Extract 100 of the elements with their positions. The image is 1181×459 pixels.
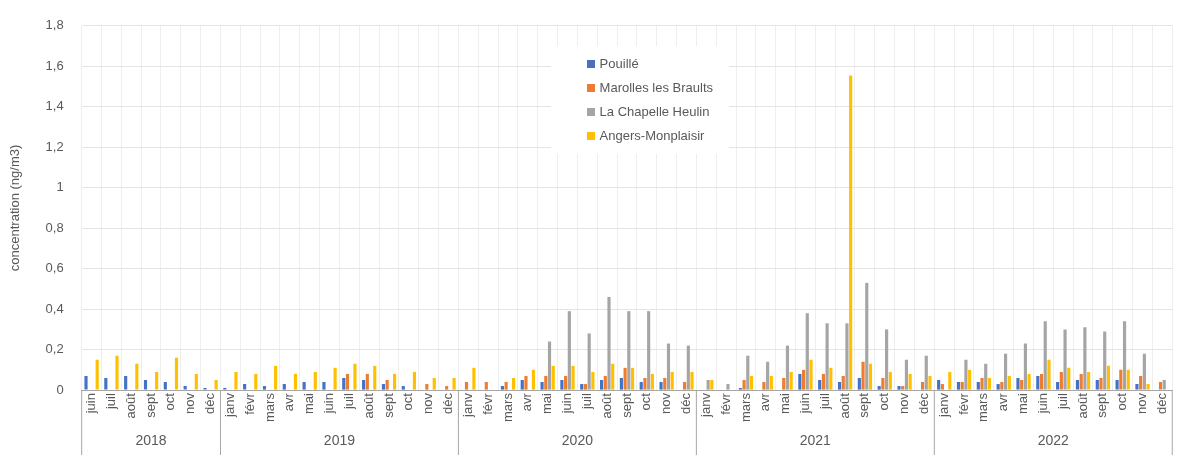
bar <box>282 384 286 390</box>
bar <box>135 363 139 390</box>
bar <box>551 365 555 390</box>
bar <box>762 382 766 390</box>
x-tick-label: juil <box>816 393 832 411</box>
text: 2019 <box>323 431 356 448</box>
y-tick-label: 1 <box>56 179 64 195</box>
bar <box>908 373 912 390</box>
bar <box>742 379 746 390</box>
bar <box>342 377 346 390</box>
bar <box>393 373 397 390</box>
y-tick-label: 0,2 <box>45 341 64 357</box>
x-tick-label: mai <box>1015 393 1031 415</box>
x-tick-label: juin <box>797 393 812 415</box>
x-tick-label: sept <box>618 392 634 418</box>
bar <box>987 377 992 390</box>
bar <box>611 363 615 390</box>
bar <box>937 379 941 390</box>
x-tick-label: juin <box>559 393 575 415</box>
bar <box>1000 382 1004 390</box>
legend-label: La Chapelle Heulin <box>599 102 710 121</box>
x-tick-label: avr <box>995 392 1011 412</box>
x-tick-label: juil <box>102 393 118 411</box>
x-tick-label: févr <box>717 392 733 415</box>
bar <box>322 382 326 390</box>
bar <box>798 373 802 390</box>
bar <box>115 355 119 390</box>
bar <box>920 382 925 390</box>
bar <box>504 382 508 390</box>
bar <box>861 361 865 390</box>
bar <box>500 386 504 390</box>
bar <box>452 377 456 390</box>
bar <box>928 375 932 390</box>
bar <box>381 384 386 390</box>
bar <box>1106 365 1111 390</box>
bar <box>940 384 944 390</box>
bar <box>996 384 1000 390</box>
bar <box>564 375 568 390</box>
legend-label: Angers-Monplaisir <box>599 126 705 145</box>
bar <box>531 369 535 390</box>
bar <box>571 365 575 390</box>
y-tick-label: 0,8 <box>45 219 64 235</box>
x-tick-label: avr <box>519 392 535 412</box>
x-tick-label: août <box>360 392 376 419</box>
bar <box>901 386 905 390</box>
bar <box>683 382 687 390</box>
bar <box>659 382 663 390</box>
bar <box>591 371 595 390</box>
x-tick-label: févr <box>241 392 257 415</box>
bar <box>809 359 813 390</box>
bar <box>841 375 845 390</box>
bar <box>183 386 187 390</box>
bar <box>650 373 654 390</box>
x-tick-label: nov <box>182 392 198 415</box>
bar <box>365 373 369 390</box>
y-tick-label: 1,4 <box>45 98 64 114</box>
y-tick-label: 0 <box>56 381 64 397</box>
x-tick-label: sept <box>856 392 872 418</box>
bar <box>818 379 822 390</box>
x-tick-label: janv <box>697 392 713 418</box>
x-tick-label: nov <box>658 392 674 415</box>
bar <box>1039 373 1044 390</box>
bar <box>124 375 128 390</box>
bar <box>782 377 786 390</box>
bar <box>1139 375 1143 390</box>
legend-label: Marolles les Braults <box>599 78 714 97</box>
text: 2020 <box>561 431 594 448</box>
bar <box>857 377 861 390</box>
bar <box>868 363 873 390</box>
bar <box>302 382 306 390</box>
text: 2022 <box>1037 431 1070 448</box>
x-tick-label: mars <box>499 392 515 422</box>
y-tick-label: 1,6 <box>45 57 64 73</box>
x-tick-label: août <box>836 392 852 419</box>
x-tick-label: juil <box>340 393 356 411</box>
y-tick-label: 1,8 <box>45 17 64 33</box>
bar <box>1020 379 1024 390</box>
x-tick-label: janv <box>221 392 237 418</box>
bar <box>801 369 806 390</box>
bar <box>425 384 429 390</box>
x-tick-label: oct <box>400 392 416 411</box>
bar <box>639 382 643 390</box>
bar <box>1036 375 1040 390</box>
bar <box>769 375 773 390</box>
x-tick-label: nov <box>1134 392 1150 415</box>
text: 2018 <box>135 431 167 448</box>
bar <box>976 382 980 390</box>
text: 2021 <box>799 431 832 448</box>
bar <box>877 386 881 390</box>
bar <box>560 379 564 390</box>
x-tick-label: mai <box>539 393 555 415</box>
bar <box>412 371 417 390</box>
bar <box>603 375 607 390</box>
x-tick-label: déc <box>440 392 456 415</box>
bar <box>274 365 278 390</box>
bar <box>663 377 667 390</box>
bar <box>293 373 298 390</box>
bar <box>821 373 825 390</box>
bar <box>849 75 853 390</box>
bar <box>888 371 892 390</box>
